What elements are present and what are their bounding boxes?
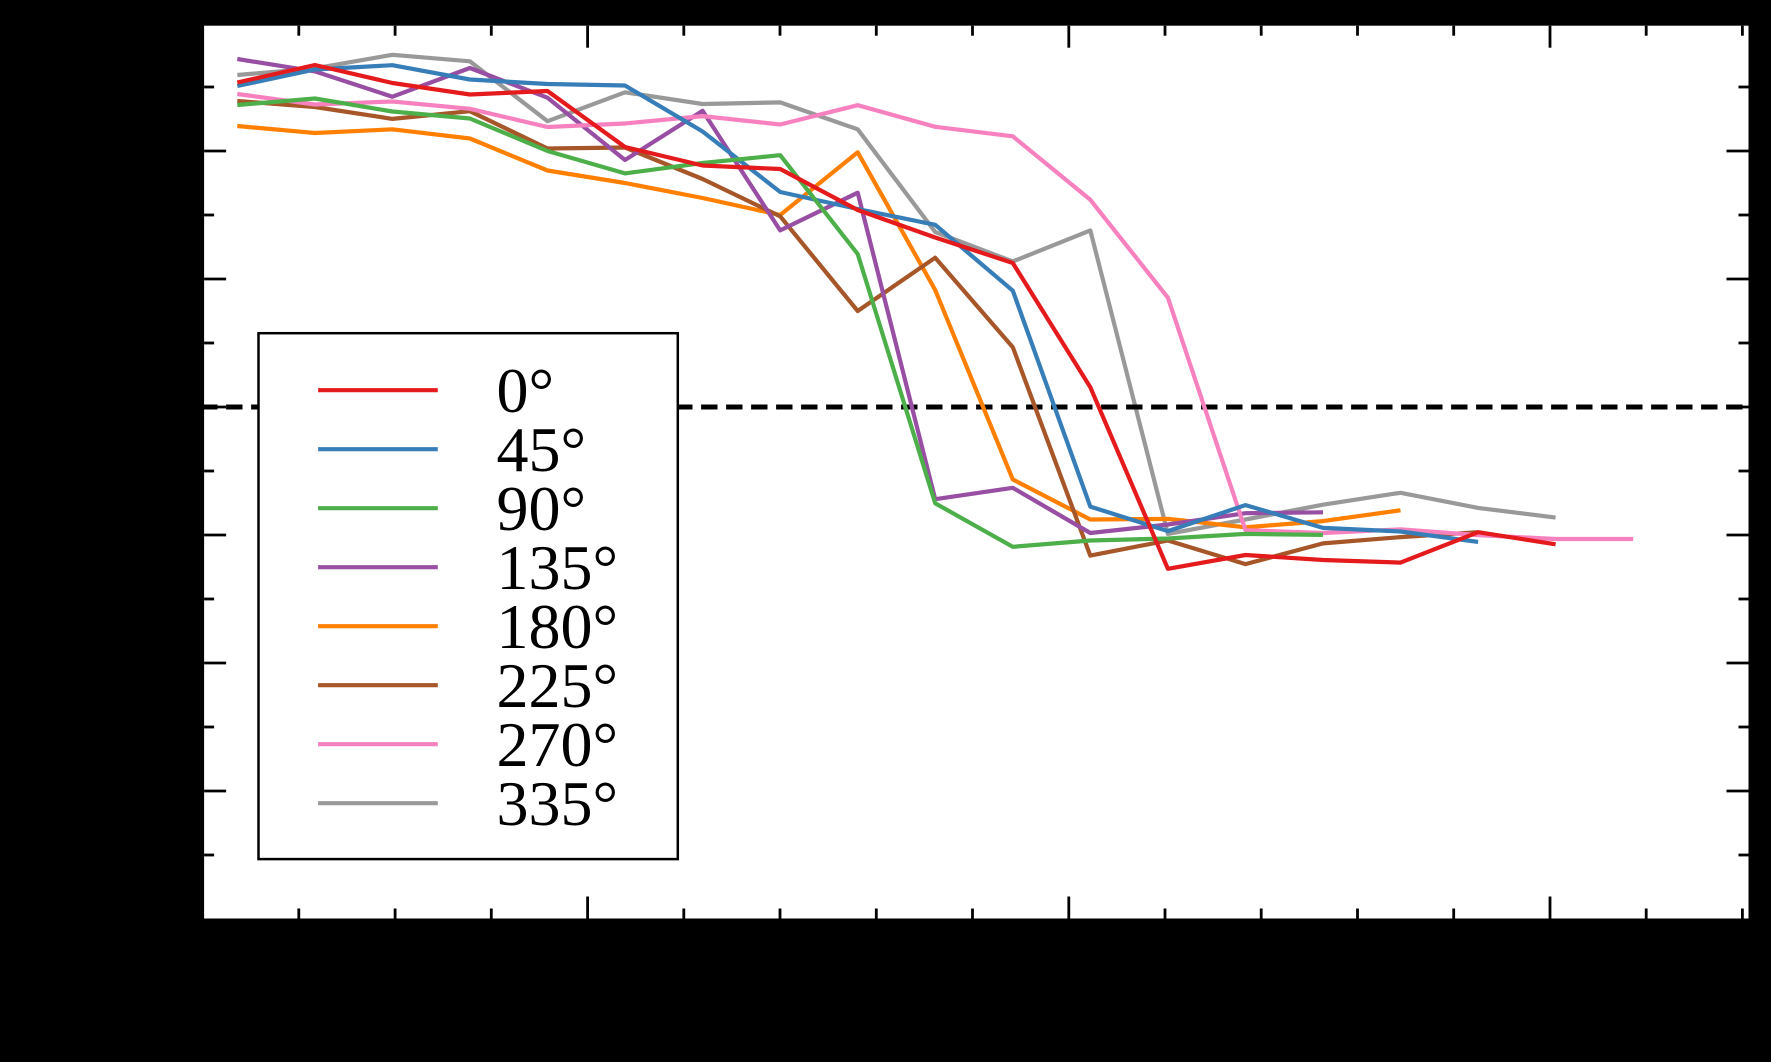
- svg-text:225°: 225°: [497, 650, 619, 721]
- svg-text:180°: 180°: [497, 591, 619, 662]
- svg-text:0°: 0°: [497, 355, 555, 426]
- svg-text:270°: 270°: [497, 709, 619, 780]
- svg-text:335°: 335°: [497, 768, 619, 839]
- svg-text:90°: 90°: [497, 473, 587, 544]
- svg-text:135°: 135°: [497, 532, 619, 603]
- svg-text:45°: 45°: [497, 414, 587, 485]
